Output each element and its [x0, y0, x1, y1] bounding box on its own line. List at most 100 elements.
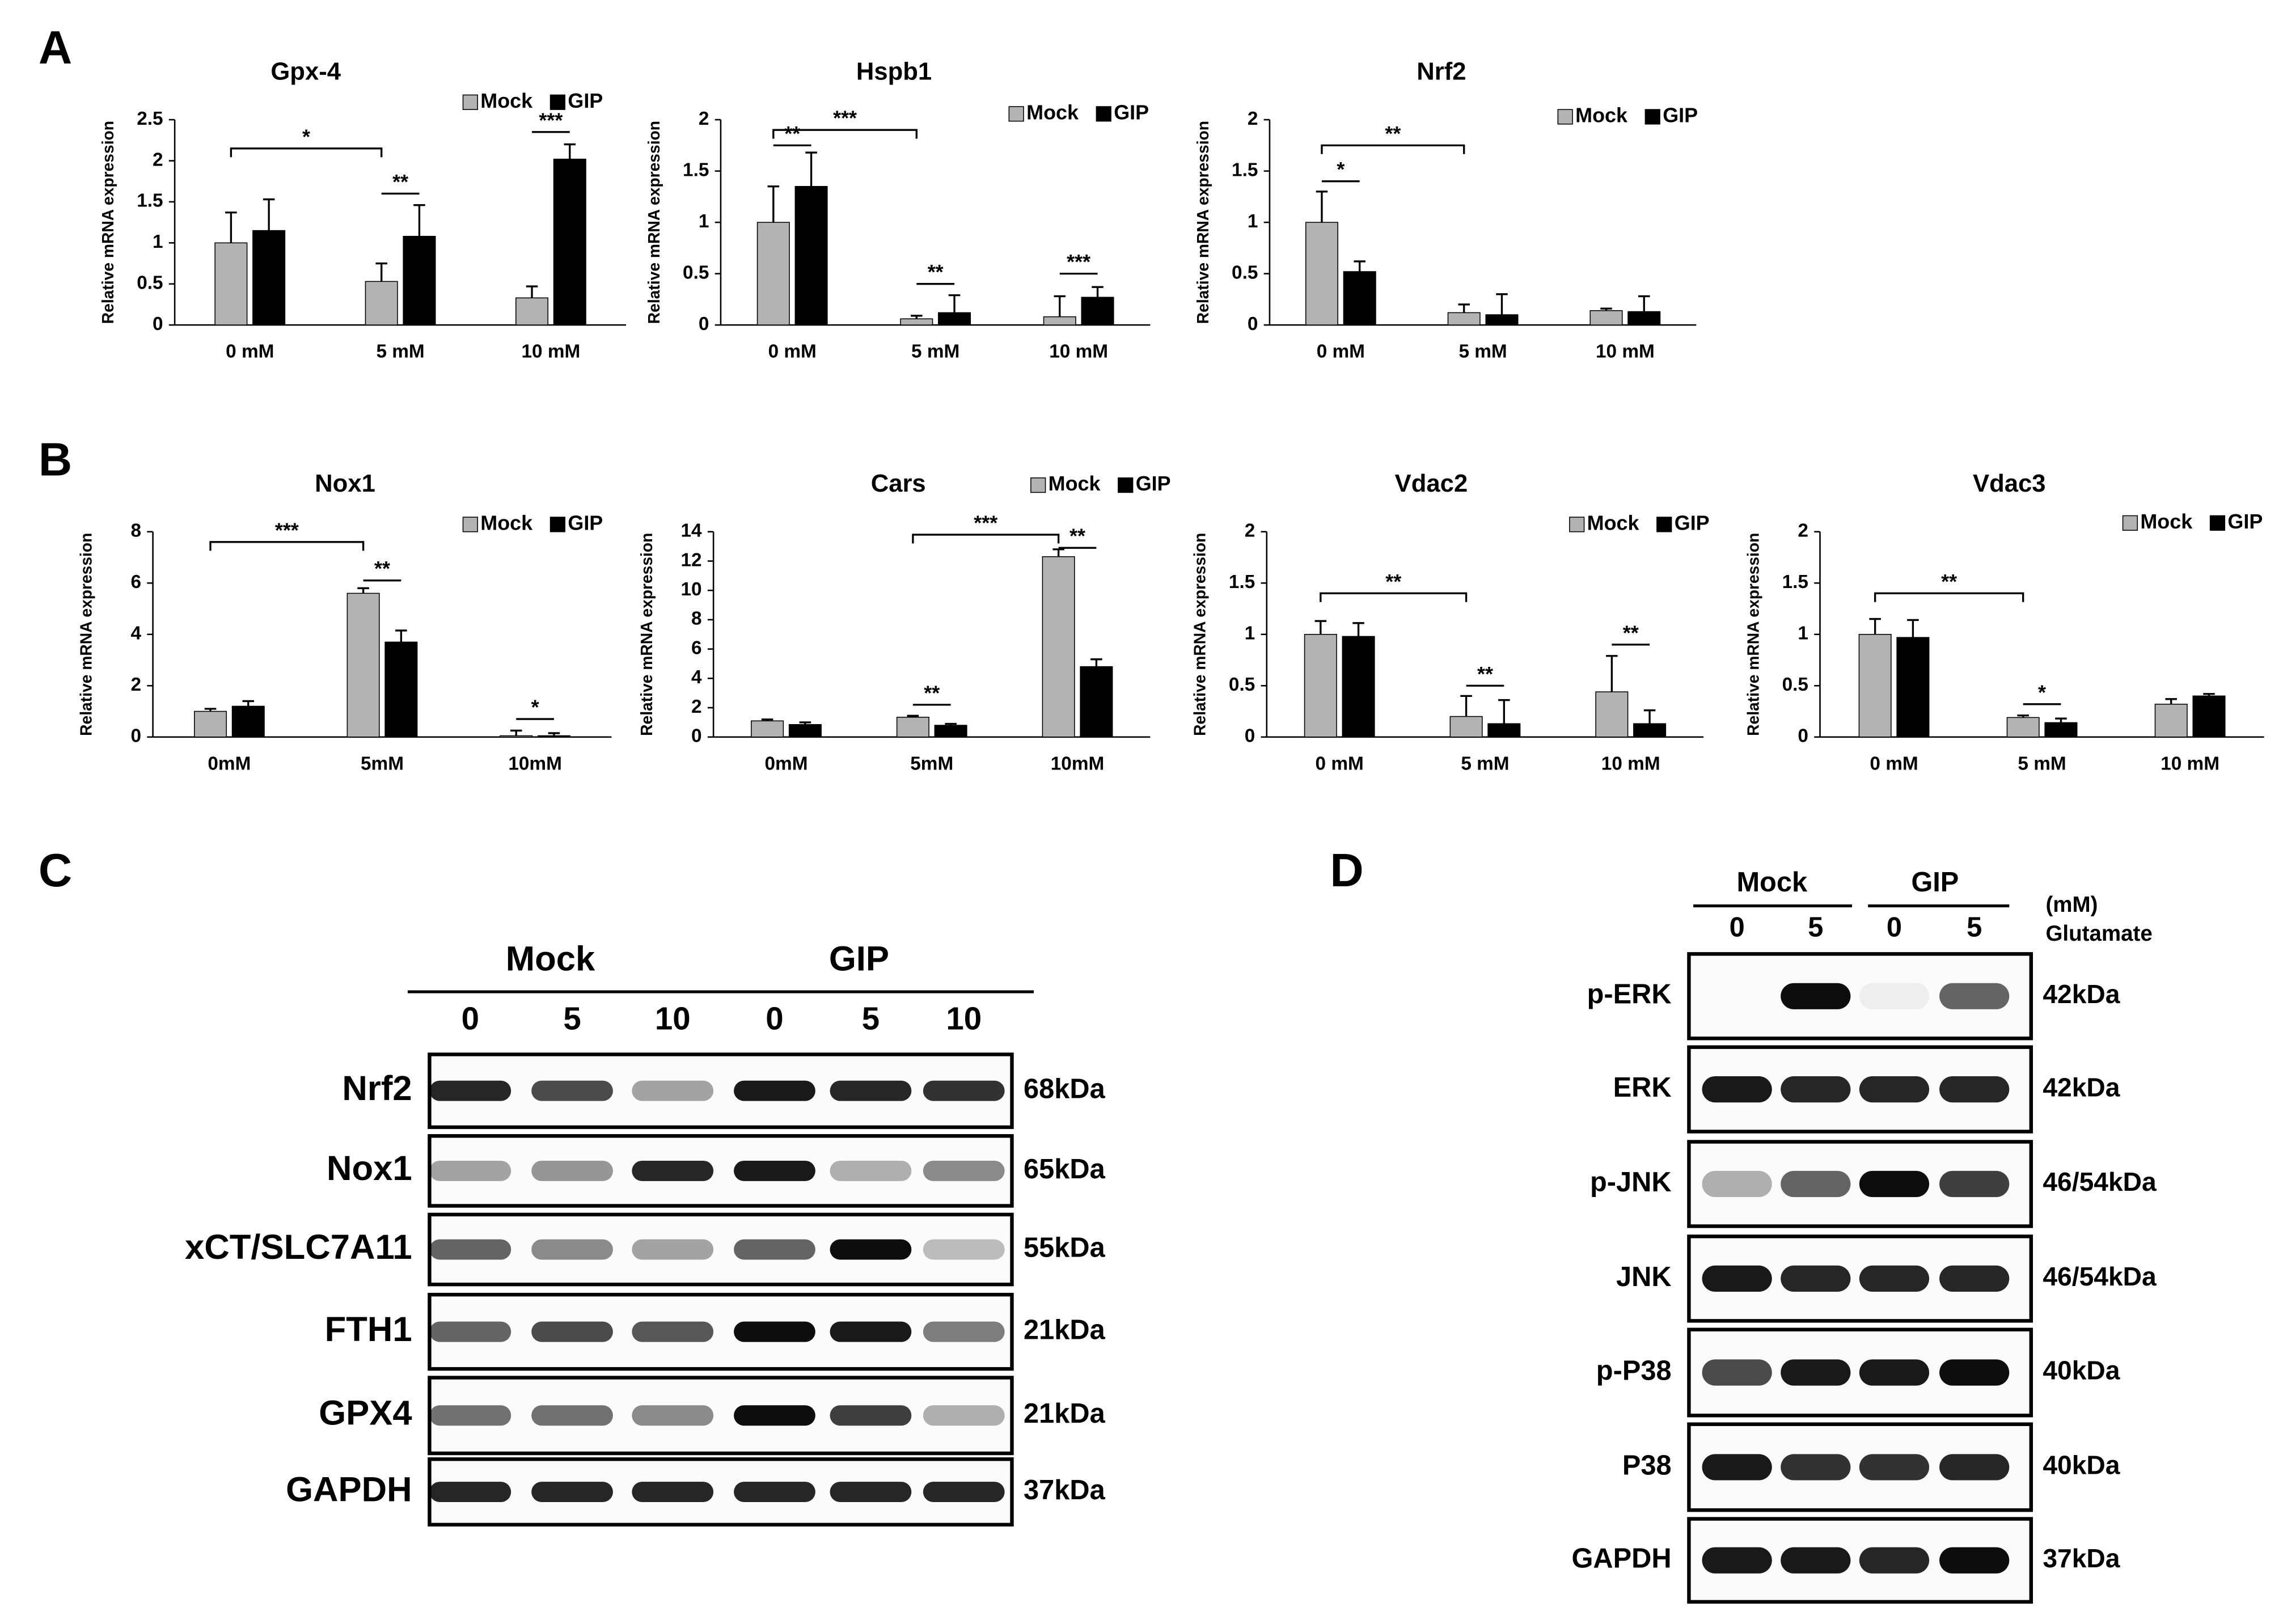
legend-label: GIP: [568, 89, 603, 112]
y-tick-label: 6: [691, 637, 702, 658]
band: [531, 1160, 613, 1181]
y-tick-label: 0.5: [1782, 674, 1808, 695]
band: [429, 1405, 511, 1426]
x-tick-label: 5mM: [361, 753, 404, 774]
y-axis-label: Relative mRNA expression: [637, 533, 656, 736]
legend-label: GIP: [1675, 511, 1710, 534]
y-tick-label: 0.5: [683, 262, 709, 283]
significance-label: ***: [1067, 250, 1090, 273]
band: [734, 1239, 815, 1260]
panel-label: A: [39, 22, 72, 74]
y-tick-label: 14: [680, 521, 702, 542]
band: [734, 1080, 815, 1101]
significance-label: **: [392, 170, 408, 193]
group-label: GIP: [1911, 867, 1959, 898]
bar: [938, 312, 971, 325]
band: [632, 1239, 714, 1260]
bar: [788, 724, 822, 738]
significance-label: *: [1337, 158, 1345, 181]
y-axis-label: Relative mRNA expression: [1744, 533, 1762, 736]
bar: [1043, 316, 1076, 325]
chart-title: Vdac3: [1973, 470, 2046, 497]
chart-title: Nox1: [315, 470, 375, 497]
y-tick-label: 1.5: [137, 191, 163, 212]
lane-label: 10: [655, 1000, 691, 1036]
y-axis-label: Relative mRNA expression: [1194, 121, 1212, 324]
significance-label: **: [1069, 525, 1085, 548]
lane-label: 0: [1730, 912, 1745, 943]
y-tick-label: 0: [1245, 726, 1255, 747]
y-axis-label: Relative mRNA expression: [77, 533, 95, 736]
x-tick-label: 10 mM: [1049, 341, 1108, 362]
band: [1781, 1359, 1851, 1386]
legend-swatch: [2122, 515, 2138, 531]
lane-label: 5: [1967, 912, 1982, 943]
protein-label: GAPDH: [1571, 1543, 1671, 1574]
y-tick-label: 1.5: [683, 159, 709, 180]
y-tick-label: 8: [130, 521, 141, 542]
y-tick-label: 0.5: [1232, 262, 1258, 283]
legend-label: Mock: [1587, 511, 1640, 534]
legend-label: Mock: [480, 511, 533, 534]
x-tick-label: 0 mM: [768, 341, 817, 362]
bar: [1589, 310, 1623, 325]
significance-label: **: [1477, 662, 1493, 686]
blot-frame: [428, 1376, 1014, 1456]
bar: [1595, 691, 1629, 738]
legend-label: GIP: [1136, 472, 1171, 495]
band: [429, 1239, 511, 1260]
x-tick-label: 10 mM: [521, 341, 580, 362]
band: [1702, 1170, 1772, 1198]
size-label: 21kDa: [1024, 1315, 1106, 1346]
y-tick-label: 1: [1248, 211, 1258, 232]
band: [923, 1160, 1005, 1181]
x-tick-label: 5 mM: [1461, 753, 1509, 774]
legend-label: Mock: [1049, 472, 1101, 495]
band: [923, 1321, 1005, 1342]
legend-label: Mock: [1575, 103, 1628, 126]
band: [1702, 1076, 1772, 1103]
size-label: 40kDa: [2043, 1356, 2120, 1385]
bar: [231, 705, 265, 738]
y-tick-label: 0: [130, 726, 141, 747]
significance-label: ***: [539, 108, 563, 132]
y-tick-label: 2: [1248, 108, 1258, 129]
lane-label: 0: [462, 1000, 479, 1036]
panel-label: C: [39, 845, 72, 896]
significance-label: **: [928, 260, 944, 284]
bar: [1080, 666, 1113, 738]
chart-title: Gpx-4: [270, 57, 341, 85]
band: [1781, 1265, 1851, 1292]
y-tick-label: 0: [1798, 726, 1808, 747]
band: [1781, 983, 1851, 1009]
significance-bracket: [1874, 592, 2024, 602]
lane-label: 0: [766, 1000, 783, 1036]
y-tick-label: 1: [699, 211, 709, 232]
x-tick-label: 10mM: [508, 753, 562, 774]
band: [1781, 1547, 1851, 1574]
y-tick-label: 6: [130, 572, 141, 593]
band: [734, 1482, 815, 1503]
x-tick-label: 10 mM: [2161, 753, 2219, 774]
legend-label: GIP: [2227, 510, 2263, 533]
legend-swatch: [1656, 517, 1672, 532]
band: [1859, 1547, 1930, 1574]
size-label: 37kDa: [1024, 1475, 1106, 1505]
chart-title: Nrf2: [1417, 57, 1466, 85]
significance-label: *: [2038, 680, 2046, 704]
bar: [2006, 717, 2040, 738]
y-tick-label: 4: [130, 623, 141, 644]
bar: [500, 735, 533, 738]
y-tick-label: 1.5: [1232, 159, 1258, 180]
band: [632, 1405, 714, 1426]
band: [1781, 1076, 1851, 1103]
band: [1702, 1547, 1772, 1574]
band: [531, 1321, 613, 1342]
band: [734, 1405, 815, 1426]
size-label: 68kDa: [1024, 1074, 1106, 1105]
y-tick-label: 1: [1245, 623, 1255, 644]
protein-label: Nrf2: [342, 1069, 412, 1108]
x-tick-label: 10 mM: [1601, 753, 1660, 774]
treatment-label: Glutamate: [2045, 921, 2152, 946]
